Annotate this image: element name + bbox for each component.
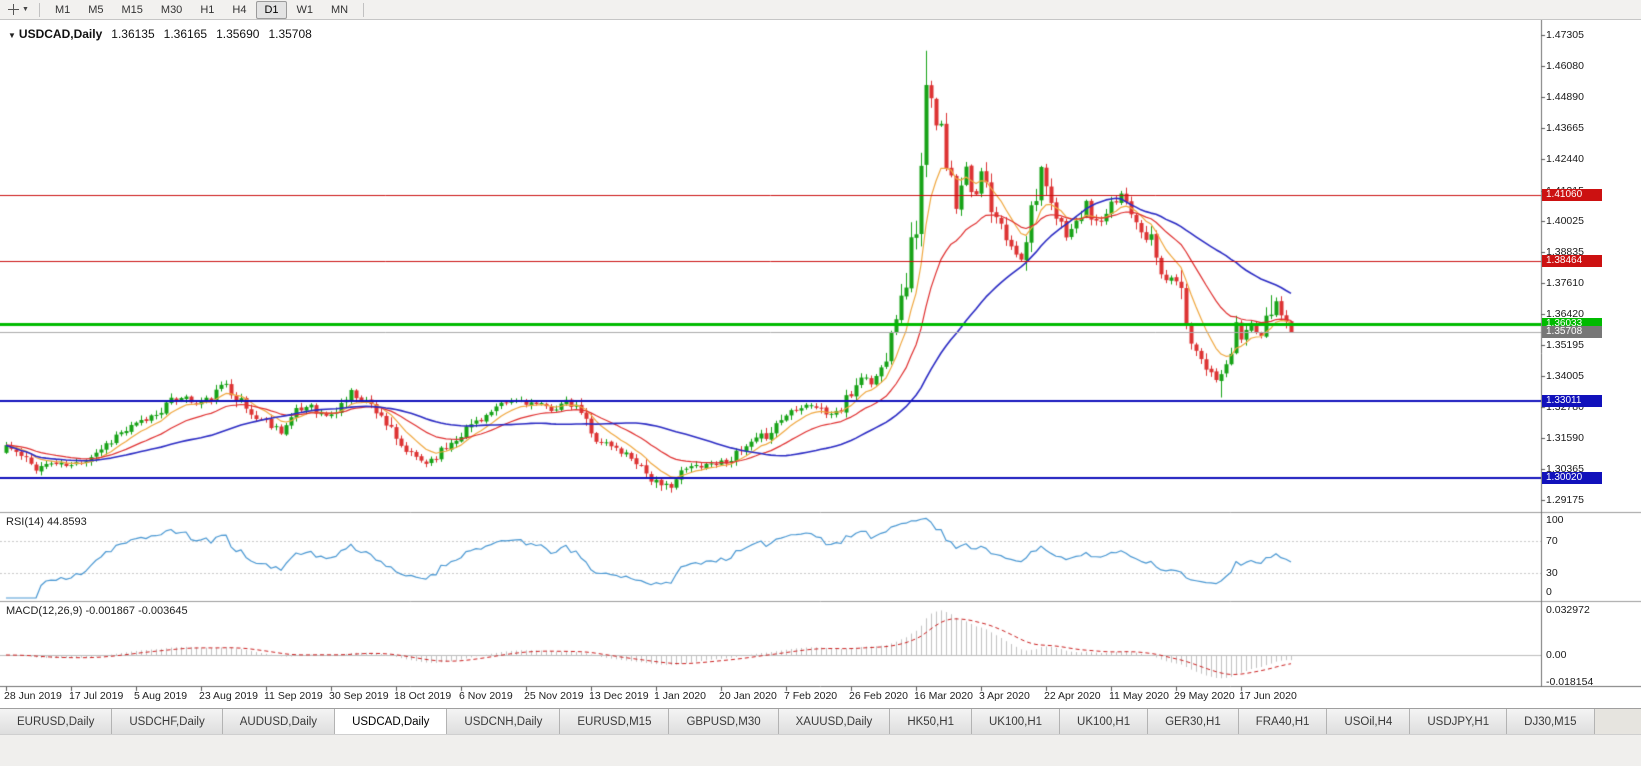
chart-symbol: USDCAD,Daily xyxy=(18,27,103,41)
timeframe-button-m5[interactable]: M5 xyxy=(80,1,111,19)
crosshair-icon xyxy=(8,4,19,15)
rsi-axis-label: 70 xyxy=(1546,534,1558,547)
ohlc-low: 1.35690 xyxy=(216,27,260,41)
ohlc-high: 1.36165 xyxy=(163,27,208,41)
rsi-axis-label: 30 xyxy=(1546,567,1558,580)
timeframe-button-mn[interactable]: MN xyxy=(323,1,356,19)
date-axis-label: 28 Jun 2019 xyxy=(4,690,62,702)
chart-symbol-wrap: ▼ USDCAD,Daily xyxy=(8,27,102,41)
chart-tab-ger30-h1[interactable]: GER30,H1 xyxy=(1148,709,1239,734)
chart-tab-eurusd-m15[interactable]: EURUSD,M15 xyxy=(560,709,670,734)
chart-tab-fra40-h1[interactable]: FRA40,H1 xyxy=(1238,709,1328,734)
chart-tab-hk50-h1[interactable]: HK50,H1 xyxy=(890,709,972,734)
price-axis-label: 1.43665 xyxy=(1546,122,1584,135)
date-axis-label: 26 Feb 2020 xyxy=(849,690,908,702)
price-axis-label: 1.37610 xyxy=(1546,277,1584,290)
rsi-label: RSI(14) 44.8593 xyxy=(6,516,87,528)
price-axis-label: 1.47305 xyxy=(1546,28,1584,41)
timeframe-button-h1[interactable]: H1 xyxy=(192,1,222,19)
date-axis-label: 18 Oct 2019 xyxy=(394,690,452,702)
chart-tab-usdchf-daily[interactable]: USDCHF,Daily xyxy=(112,709,223,734)
timeframe-button-w1[interactable]: W1 xyxy=(289,1,322,19)
date-axis-label: 17 Jul 2019 xyxy=(69,690,124,702)
chart-tab-audusd-daily[interactable]: AUDUSD,Daily xyxy=(222,709,336,734)
date-axis-label: 6 Nov 2019 xyxy=(459,690,513,702)
price-tag-support-line-upper: 1.33011 xyxy=(1542,395,1602,408)
macd-label: MACD(12,26,9) -0.001867 -0.003645 xyxy=(6,605,188,617)
chart-tab-uk100-h1[interactable]: UK100,H1 xyxy=(1060,709,1149,734)
date-axis-label: 16 Mar 2020 xyxy=(914,690,973,702)
chart-tab-eurusd-daily[interactable]: EURUSD,Daily xyxy=(0,709,113,734)
chart-tab-dj30-m15[interactable]: DJ30,M15 xyxy=(1507,709,1595,734)
status-bar xyxy=(0,734,1641,766)
price-axis-label: 1.36420 xyxy=(1546,307,1584,320)
chart-window: ▼ USDCAD,Daily 1.36135 1.36165 1.35690 1.… xyxy=(0,20,1641,708)
date-axis-label: 11 May 2020 xyxy=(1109,690,1169,702)
date-axis-label: 1 Jan 2020 xyxy=(654,690,706,702)
current-price-tag: 1.35708 xyxy=(1542,326,1602,339)
timeframe-button-d1[interactable]: D1 xyxy=(256,0,287,19)
ohlc-open: 1.36135 xyxy=(111,27,155,41)
chart-tab-bar: EURUSD,Daily USDCHF,Daily AUDUSD,Daily USDC… xyxy=(0,708,1641,734)
price-axis-label: 1.29175 xyxy=(1546,493,1584,506)
date-axis-label: 23 Aug 2019 xyxy=(199,690,258,702)
date-axis-label: 29 May 2020 xyxy=(1174,690,1235,702)
date-axis-label: 3 Apr 2020 xyxy=(979,690,1030,702)
chart-tab-usoil-h4[interactable]: USOil,H4 xyxy=(1327,709,1411,734)
chart-tab-uk100-h1[interactable]: UK100,H1 xyxy=(971,709,1061,734)
timeframe-button-m15[interactable]: M15 xyxy=(114,1,151,19)
price-axis-label: 1.44890 xyxy=(1546,90,1584,103)
date-axis-label: 25 Nov 2019 xyxy=(524,690,584,702)
date-axis-label: 20 Jan 2020 xyxy=(719,690,777,702)
price-axis-label: 1.34005 xyxy=(1546,369,1584,382)
price-chart-canvas[interactable] xyxy=(0,20,1641,708)
price-tag-support-line-lower: 1.30020 xyxy=(1542,472,1602,485)
price-axis-label: 1.40025 xyxy=(1546,215,1584,228)
macd-axis-label: 0.032972 xyxy=(1546,604,1590,616)
rsi-axis-label: 0 xyxy=(1546,586,1552,598)
date-axis-label: 5 Aug 2019 xyxy=(134,690,188,702)
timeframe-button-m30[interactable]: M30 xyxy=(153,1,190,19)
date-axis-label: 13 Dec 2019 xyxy=(589,690,649,702)
price-axis-label: 1.46080 xyxy=(1546,60,1584,73)
toolbar-separator xyxy=(38,2,40,17)
toolbar-separator xyxy=(363,2,365,17)
date-axis-label: 11 Sep 2019 xyxy=(264,690,323,702)
macd-axis-label: -0.018154 xyxy=(1546,676,1594,688)
chevron-down-icon: ▼ xyxy=(22,6,29,13)
chart-tab-gbpusd-m30[interactable]: GBPUSD,M30 xyxy=(669,709,779,734)
date-axis-label: 22 Apr 2020 xyxy=(1044,690,1101,702)
chart-title: ▼ USDCAD,Daily 1.36135 1.36165 1.35690 1.… xyxy=(8,27,312,41)
price-axis-label: 1.42440 xyxy=(1546,153,1584,166)
chart-tab-xauusd-daily[interactable]: XAUUSD,Daily xyxy=(778,709,891,734)
chart-tab-usdcad-daily[interactable]: USDCAD,Daily xyxy=(335,709,448,734)
ohlc-close: 1.35708 xyxy=(268,27,312,41)
crosshair-tool[interactable]: ▼ xyxy=(4,2,32,18)
date-axis-label: 7 Feb 2020 xyxy=(784,690,838,702)
chart-tab-usdcnh-daily[interactable]: USDCNH,Daily xyxy=(447,709,561,734)
date-axis-label: 17 Jun 2020 xyxy=(1239,690,1297,702)
timeframe-button-h4[interactable]: H4 xyxy=(224,1,254,19)
rsi-axis-label: 100 xyxy=(1546,514,1564,526)
timeframe-buttons: M1 M5 M15 M30 H1 H4 D1 W1 MN xyxy=(46,0,357,19)
price-axis-label: 1.35195 xyxy=(1546,339,1584,352)
date-axis-label: 30 Sep 2019 xyxy=(329,690,389,702)
macd-axis-label: 0.00 xyxy=(1546,649,1567,661)
price-tag-resistance-line-lower: 1.38464 xyxy=(1542,255,1602,268)
price-axis-label: 1.31590 xyxy=(1546,431,1584,444)
timeframe-toolbar: ▼ M1 M5 M15 M30 H1 H4 D1 W1 MN xyxy=(0,0,1641,20)
symbol-expand-icon: ▼ xyxy=(8,31,16,40)
price-axis-label: 1.38835 xyxy=(1546,245,1584,258)
timeframe-button-m1[interactable]: M1 xyxy=(47,1,78,19)
chart-tab-usdjpy-h1[interactable]: USDJPY,H1 xyxy=(1410,709,1508,734)
price-tag-resistance-line-upper: 1.41060 xyxy=(1542,188,1602,201)
